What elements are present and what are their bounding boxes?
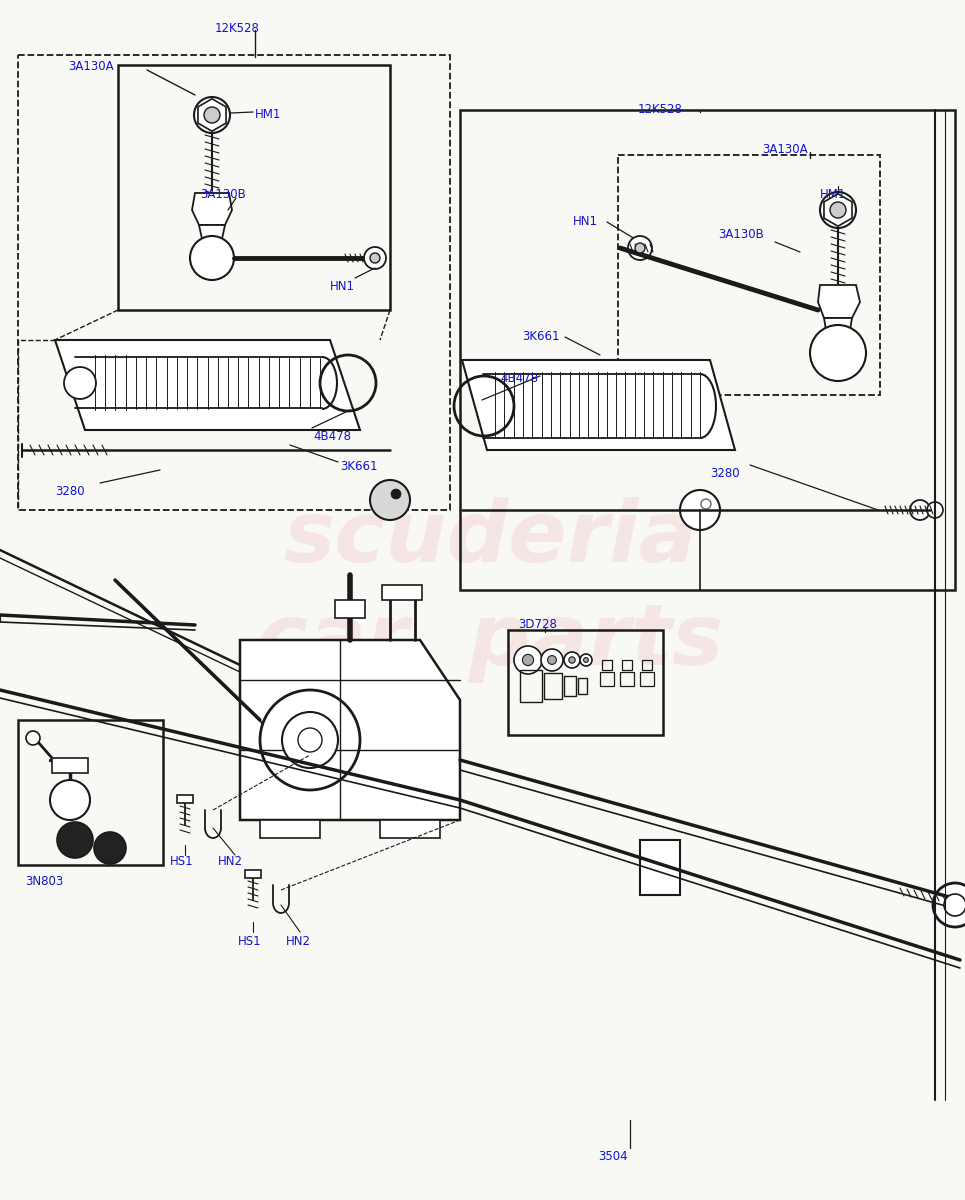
- Bar: [640, 672, 654, 686]
- Bar: [177, 794, 193, 803]
- Circle shape: [522, 654, 534, 666]
- Circle shape: [635, 242, 645, 253]
- Text: HN1: HN1: [330, 280, 355, 293]
- Circle shape: [680, 490, 720, 530]
- Bar: [544, 673, 562, 698]
- Text: HM1: HM1: [820, 188, 846, 200]
- Text: HS1: HS1: [238, 935, 262, 948]
- Polygon shape: [198, 98, 226, 131]
- Bar: [618, 155, 880, 395]
- Polygon shape: [824, 193, 852, 226]
- Text: 3504: 3504: [598, 1150, 627, 1163]
- Circle shape: [568, 656, 575, 664]
- Text: 3K661: 3K661: [340, 460, 377, 473]
- Text: HN2: HN2: [286, 935, 311, 948]
- Circle shape: [810, 325, 866, 382]
- Circle shape: [701, 499, 711, 509]
- Bar: [564, 676, 576, 696]
- Polygon shape: [824, 318, 852, 350]
- Bar: [642, 660, 652, 670]
- Circle shape: [370, 253, 380, 263]
- Text: 3K661: 3K661: [522, 330, 560, 343]
- Circle shape: [370, 480, 410, 520]
- Circle shape: [564, 652, 580, 668]
- Text: 3280: 3280: [55, 485, 85, 498]
- Polygon shape: [192, 193, 232, 226]
- Bar: [578, 678, 587, 694]
- Bar: [245, 870, 261, 878]
- Text: 12K528: 12K528: [215, 22, 260, 35]
- Text: HS1: HS1: [170, 854, 194, 868]
- Circle shape: [282, 712, 338, 768]
- Circle shape: [57, 822, 93, 858]
- Bar: [508, 630, 663, 734]
- Circle shape: [194, 97, 230, 133]
- Polygon shape: [818, 284, 860, 318]
- Text: 3A130B: 3A130B: [718, 228, 763, 241]
- Text: 3D728: 3D728: [518, 618, 557, 631]
- Text: HM1: HM1: [255, 108, 282, 121]
- Circle shape: [820, 192, 856, 228]
- Circle shape: [944, 894, 965, 916]
- Bar: [335, 600, 365, 618]
- Bar: [602, 660, 612, 670]
- Circle shape: [391, 490, 401, 499]
- Circle shape: [190, 236, 234, 280]
- Text: 4B478: 4B478: [500, 372, 538, 385]
- Text: HN2: HN2: [218, 854, 243, 868]
- Polygon shape: [462, 360, 735, 450]
- Polygon shape: [240, 640, 460, 820]
- Circle shape: [628, 236, 652, 260]
- Bar: [520, 670, 542, 702]
- Bar: [640, 840, 680, 895]
- Circle shape: [933, 883, 965, 926]
- Bar: [382, 584, 422, 600]
- Bar: [18, 55, 450, 510]
- Circle shape: [910, 500, 930, 520]
- Circle shape: [298, 728, 322, 752]
- Text: HN1: HN1: [573, 215, 598, 228]
- Bar: [380, 820, 440, 838]
- Bar: [118, 65, 390, 310]
- Bar: [18, 720, 163, 865]
- Circle shape: [64, 367, 96, 398]
- Circle shape: [927, 502, 943, 518]
- Circle shape: [584, 658, 589, 662]
- Bar: [620, 672, 634, 686]
- Text: scuderia
car  parts: scuderia car parts: [257, 497, 723, 683]
- Circle shape: [364, 247, 386, 269]
- Bar: [460, 110, 955, 590]
- Circle shape: [514, 646, 542, 674]
- Bar: [600, 672, 614, 686]
- Circle shape: [260, 690, 360, 790]
- Text: 3A130A: 3A130A: [762, 143, 808, 156]
- Circle shape: [830, 202, 846, 218]
- Circle shape: [26, 731, 40, 745]
- Circle shape: [94, 832, 126, 864]
- Circle shape: [547, 655, 557, 665]
- Text: 12K528: 12K528: [638, 103, 683, 116]
- Text: 3N803: 3N803: [25, 875, 64, 888]
- Circle shape: [541, 649, 563, 671]
- Polygon shape: [199, 226, 225, 254]
- Circle shape: [50, 780, 90, 820]
- Text: 3A130B: 3A130B: [200, 188, 246, 200]
- Circle shape: [580, 654, 592, 666]
- Text: 3A130A: 3A130A: [68, 60, 114, 73]
- Bar: [260, 820, 320, 838]
- Polygon shape: [55, 340, 360, 430]
- Text: 4B478: 4B478: [313, 430, 351, 443]
- Bar: [622, 660, 632, 670]
- Circle shape: [204, 107, 220, 122]
- Bar: [52, 758, 88, 773]
- Text: 3280: 3280: [710, 467, 739, 480]
